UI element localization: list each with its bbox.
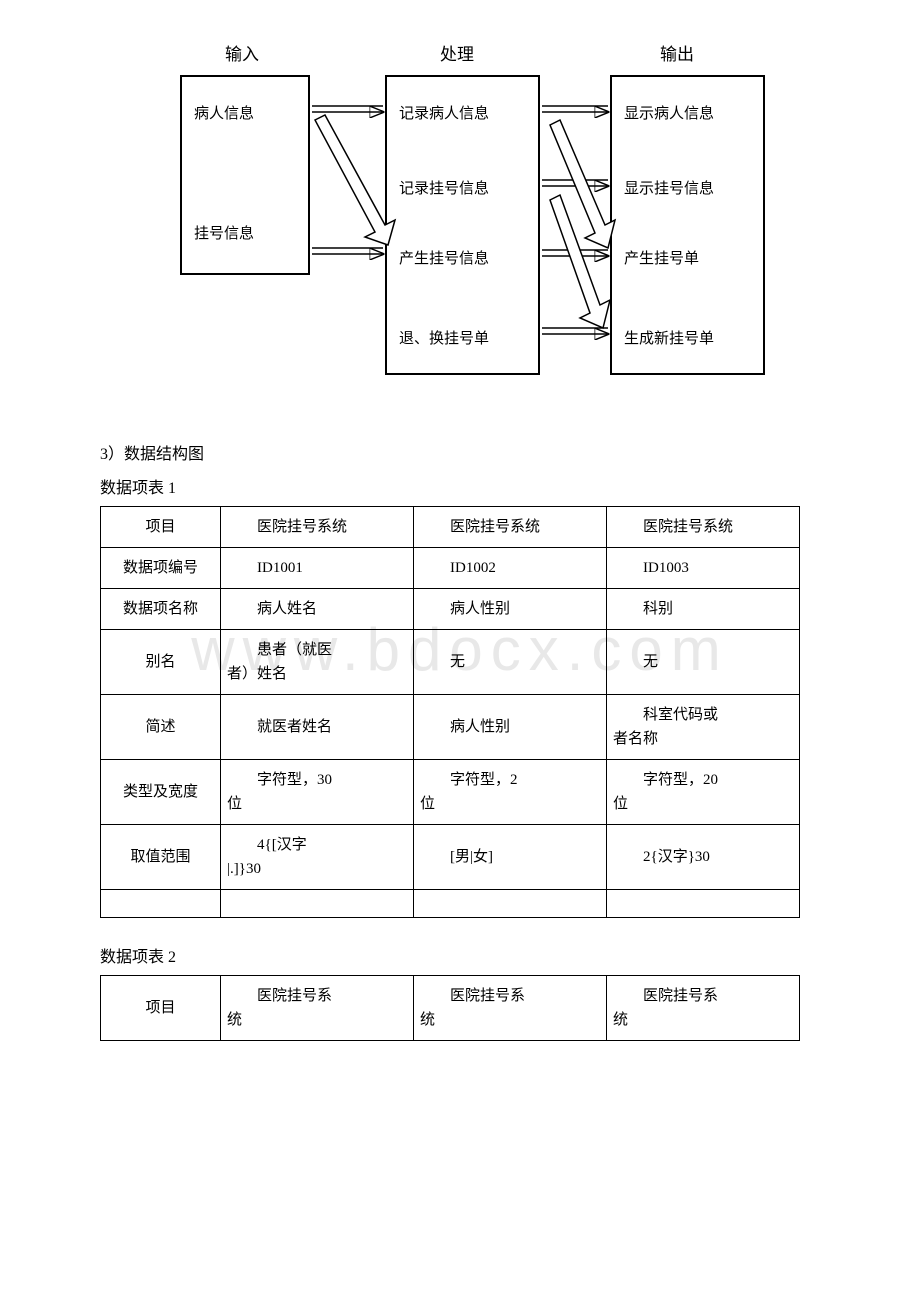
process-box: 记录病人信息 记录挂号信息 产生挂号信息 退、换挂号单 (385, 75, 540, 375)
cell (414, 890, 607, 918)
table-row: 类型及宽度 字符型，30位 字符型，2位 字符型，20位 (101, 760, 800, 825)
cell: 无 (607, 630, 800, 695)
cell: 4{[汉字|.]}30 (221, 825, 414, 890)
cell: ID1002 (414, 548, 607, 589)
cell: 患者（就医者）姓名 (221, 630, 414, 695)
cell: 就医者姓名 (221, 695, 414, 760)
flow-diagram: 输入 处理 输出 病人信息 挂号信息 记录病人信息 记录挂号信息 产生挂号信息 … (180, 40, 780, 400)
output-box: 显示病人信息 显示挂号信息 产生挂号单 生成新挂号单 (610, 75, 765, 375)
cell: 取值范围 (101, 825, 221, 890)
cell: 项目 (101, 976, 221, 1041)
table2-label: 数据项表 2 (100, 943, 860, 967)
cell (101, 890, 221, 918)
input-item-1: 挂号信息 (194, 222, 254, 243)
data-table-1: 项目 医院挂号系统 医院挂号系统 医院挂号系统 数据项编号ID1001ID100… (100, 506, 800, 918)
input-item-0: 病人信息 (194, 102, 254, 123)
process-item-1: 记录挂号信息 (399, 177, 489, 198)
table-row (101, 890, 800, 918)
cell: ID1003 (607, 548, 800, 589)
cell: 数据项编号 (101, 548, 221, 589)
output-item-0: 显示病人信息 (624, 102, 714, 123)
table-row: 数据项编号ID1001ID1002ID1003 (101, 548, 800, 589)
cell: 科室代码或者名称 (607, 695, 800, 760)
cell: 医院挂号系统 (221, 976, 414, 1041)
table-row: 项目 医院挂号系统 医院挂号系统 医院挂号系统 (101, 507, 800, 548)
table-row: 简述就医者姓名病人性别 科室代码或者名称 (101, 695, 800, 760)
header-process: 处理 (440, 40, 474, 65)
cell: 医院挂号系统 (414, 976, 607, 1041)
cell: 项目 (101, 507, 221, 548)
table-row: 项目 医院挂号系统 医院挂号系统 医院挂号系统 (101, 976, 800, 1041)
process-item-2: 产生挂号信息 (399, 247, 489, 268)
data-table-2: 项目 医院挂号系统 医院挂号系统 医院挂号系统 (100, 975, 800, 1041)
input-box: 病人信息 挂号信息 (180, 75, 310, 275)
cell: 别名 (101, 630, 221, 695)
table-row: 数据项名称病人姓名病人性别科别 (101, 589, 800, 630)
cell: [男|女] (414, 825, 607, 890)
output-item-3: 生成新挂号单 (624, 327, 714, 348)
cell: 字符型，2位 (414, 760, 607, 825)
cell: 无 (414, 630, 607, 695)
cell: 病人性别 (414, 589, 607, 630)
process-item-3: 退、换挂号单 (399, 327, 489, 348)
cell (607, 890, 800, 918)
cell: 简述 (101, 695, 221, 760)
header-output: 输出 (660, 40, 694, 65)
table-row: 取值范围 4{[汉字|.]}30[男|女]2{汉字}30 (101, 825, 800, 890)
cell: 医院挂号系统 (607, 507, 800, 548)
output-item-1: 显示挂号信息 (624, 177, 714, 198)
cell: 医院挂号系统 (607, 976, 800, 1041)
cell: 病人姓名 (221, 589, 414, 630)
cell: 类型及宽度 (101, 760, 221, 825)
cell: 医院挂号系统 (414, 507, 607, 548)
cell: ID1001 (221, 548, 414, 589)
cell: 字符型，20位 (607, 760, 800, 825)
cell: 科别 (607, 589, 800, 630)
cell: 2{汉字}30 (607, 825, 800, 890)
process-item-0: 记录病人信息 (399, 102, 489, 123)
cell: 数据项名称 (101, 589, 221, 630)
section-3-label: 3）数据结构图 (100, 440, 860, 464)
output-item-2: 产生挂号单 (624, 247, 699, 268)
cell (221, 890, 414, 918)
cell: 病人性别 (414, 695, 607, 760)
cell: 医院挂号系统 (221, 507, 414, 548)
table-row: 别名 患者（就医者）姓名无无 (101, 630, 800, 695)
table1-label: 数据项表 1 (100, 474, 860, 498)
header-input: 输入 (225, 40, 259, 65)
cell: 字符型，30位 (221, 760, 414, 825)
